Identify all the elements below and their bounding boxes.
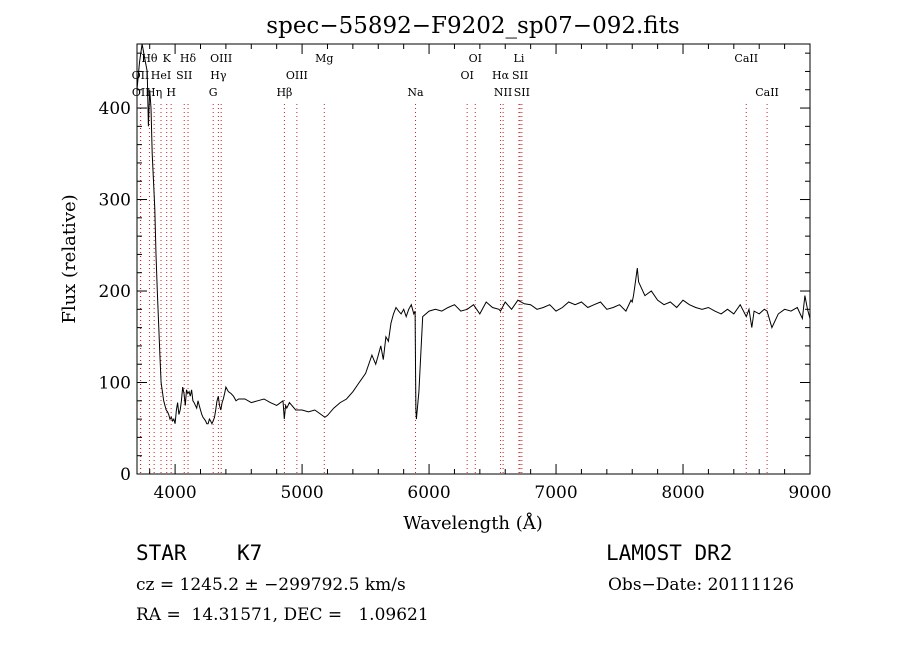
line-marker-label: K [163,52,172,65]
y-tick-label: 400 [99,99,131,119]
line-marker-label: OIII [286,69,308,82]
line-marker-label: G [209,86,218,99]
coordinates-line: RA = 14.31571, DEC = 1.09621 [136,605,429,625]
line-marker-label: OI [469,52,482,65]
survey-label: LAMOST DR2 [606,541,733,565]
line-marker-label: SII [176,69,192,82]
plot-frame [136,43,811,475]
redshift-line: cz = 1245.2 ± −299792.5 km/s [136,575,406,595]
line-marker-label: Hδ [180,52,197,65]
x-tick-label: 6000 [407,483,450,503]
obs-date: Obs−Date: 20111126 [608,575,795,595]
x-tick-label: 7000 [534,483,577,503]
line-marker-label: OI [460,69,473,82]
line-marker-label: Mg [315,52,333,65]
line-marker-label: Hη [146,86,162,99]
object-subclass: K7 [237,541,263,565]
x-tick-label: 5000 [280,483,323,503]
line-marker-label: CaII [734,52,758,65]
line-marker-label: Li [514,52,525,65]
line-marker-label: HeI [151,69,171,82]
axis-ticks: 4000 5000 6000 7000 8000 9000 0 100 200 300 400 [99,44,832,503]
line-marker-label: OIII [210,52,232,65]
line-marker-label: Hβ [276,86,292,99]
line-marker-label: H [166,86,176,99]
y-axis-label: Flux (relative) [59,194,80,323]
y-tick-label: 100 [99,374,131,394]
line-marker-label: OII [132,86,150,99]
x-tick-label: 8000 [661,483,704,503]
y-tick-label: 0 [120,465,131,485]
line-marker-label: Na [407,86,424,99]
line-marker-label: Hγ [210,69,227,82]
line-marker-label: SII [514,86,530,99]
chart-title: spec−55892−F9202_sp07−092.fits [266,13,679,39]
y-tick-label: 300 [99,191,131,211]
x-axis-label: Wavelength (Å) [403,512,543,534]
line-marker-label: NII [494,86,512,99]
y-tick-label: 200 [99,282,131,302]
line-marker-label: OII [132,69,150,82]
x-tick-label: 4000 [153,483,196,503]
line-marker-label: Hα [492,69,510,82]
line-marker-label: SII [512,69,528,82]
line-marker-label: CaII [755,86,779,99]
object-class: STAR [136,541,187,565]
x-tick-label: 9000 [788,483,831,503]
spectrum-line [136,43,811,425]
